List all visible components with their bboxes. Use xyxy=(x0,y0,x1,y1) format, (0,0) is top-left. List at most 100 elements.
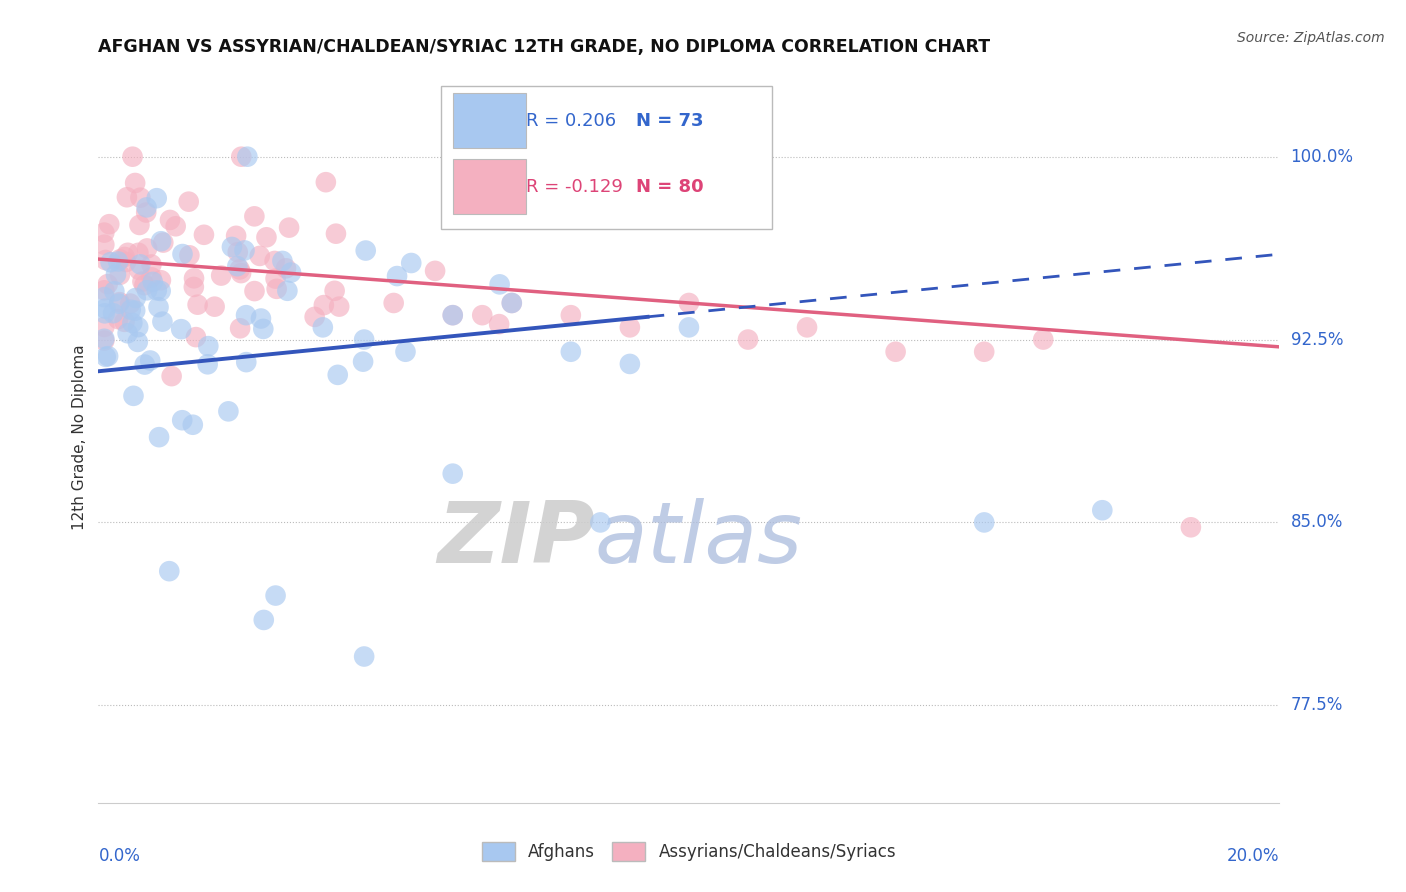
Point xyxy=(149,284,172,298)
FancyBboxPatch shape xyxy=(453,159,526,214)
Point xyxy=(229,266,252,280)
Point xyxy=(353,333,375,347)
Point xyxy=(253,613,276,627)
Point xyxy=(619,320,641,334)
Point xyxy=(235,308,257,322)
Point xyxy=(115,255,138,269)
Point xyxy=(108,252,131,267)
Point xyxy=(187,298,209,312)
Point xyxy=(233,244,256,258)
Text: ZIP: ZIP xyxy=(437,498,595,581)
Point xyxy=(159,213,181,227)
Point xyxy=(117,245,139,260)
Point xyxy=(441,308,464,322)
Point xyxy=(235,355,257,369)
Point xyxy=(256,230,278,244)
Point xyxy=(107,254,129,268)
Point xyxy=(488,317,510,331)
Point xyxy=(127,334,149,349)
Point xyxy=(197,357,219,371)
Point xyxy=(94,350,117,364)
Point xyxy=(197,339,219,353)
Point xyxy=(121,316,143,330)
Point xyxy=(619,357,641,371)
Legend: Afghans, Assyrians/Chaldeans/Syriacs: Afghans, Assyrians/Chaldeans/Syriacs xyxy=(475,835,903,868)
Point xyxy=(93,334,115,348)
Point xyxy=(589,516,612,530)
Point xyxy=(148,430,170,444)
Point xyxy=(93,290,115,304)
Text: 92.5%: 92.5% xyxy=(1291,331,1343,349)
Point xyxy=(124,176,146,190)
Point xyxy=(93,332,115,346)
Point xyxy=(312,298,335,312)
Point xyxy=(134,358,156,372)
Point xyxy=(1032,333,1054,347)
Point xyxy=(142,275,165,289)
Text: R = 0.206: R = 0.206 xyxy=(526,112,616,130)
Point xyxy=(93,237,115,252)
Point xyxy=(97,277,120,292)
Text: 100.0%: 100.0% xyxy=(1291,148,1354,166)
Point xyxy=(120,296,142,310)
Point xyxy=(229,321,252,335)
Point xyxy=(152,315,174,329)
Point xyxy=(243,210,266,224)
Point xyxy=(127,245,149,260)
Point xyxy=(501,296,523,310)
Point xyxy=(385,268,408,283)
Point xyxy=(141,257,163,271)
Point xyxy=(249,249,271,263)
Point xyxy=(145,191,167,205)
Point xyxy=(160,369,183,384)
Text: R = -0.129: R = -0.129 xyxy=(526,178,623,196)
Point xyxy=(274,261,297,276)
Point xyxy=(488,277,510,292)
Point xyxy=(266,282,288,296)
Point xyxy=(193,227,215,242)
Point xyxy=(93,226,115,240)
Point xyxy=(120,302,142,317)
Point xyxy=(148,300,170,314)
Point xyxy=(325,227,347,241)
Point xyxy=(328,300,350,314)
Point xyxy=(150,234,173,248)
Point xyxy=(560,308,582,322)
Y-axis label: 12th Grade, No Diploma: 12th Grade, No Diploma xyxy=(72,344,87,530)
Point xyxy=(93,283,115,297)
Point xyxy=(250,311,273,326)
Point xyxy=(973,344,995,359)
Point xyxy=(98,217,121,231)
Point xyxy=(104,268,127,282)
Text: 20.0%: 20.0% xyxy=(1227,847,1279,864)
Point xyxy=(441,308,464,322)
Point xyxy=(128,218,150,232)
Point xyxy=(115,190,138,204)
Point xyxy=(884,344,907,359)
Point xyxy=(134,278,156,293)
Point xyxy=(399,256,422,270)
Point xyxy=(263,254,285,268)
Point xyxy=(94,301,117,316)
Point xyxy=(157,564,180,578)
Point xyxy=(225,228,247,243)
Point xyxy=(352,354,374,368)
Point xyxy=(141,270,163,285)
Point xyxy=(271,254,294,268)
Point xyxy=(124,303,146,318)
Point xyxy=(228,262,250,277)
FancyBboxPatch shape xyxy=(453,94,526,148)
Point xyxy=(183,271,205,285)
Point xyxy=(423,264,446,278)
Point xyxy=(125,291,148,305)
Point xyxy=(172,247,194,261)
Point xyxy=(243,284,266,298)
Point xyxy=(108,296,131,310)
Point xyxy=(278,220,301,235)
Point xyxy=(100,255,122,269)
Point xyxy=(354,244,377,258)
Point xyxy=(560,344,582,359)
Point xyxy=(231,150,253,164)
Point xyxy=(501,296,523,310)
Point xyxy=(152,235,174,250)
